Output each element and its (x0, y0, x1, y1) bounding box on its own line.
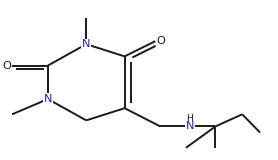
Text: H: H (186, 114, 193, 123)
Text: N: N (185, 121, 194, 132)
Text: N: N (82, 39, 91, 49)
Text: O: O (157, 36, 165, 46)
Text: O: O (2, 60, 11, 71)
Text: N: N (44, 94, 52, 104)
